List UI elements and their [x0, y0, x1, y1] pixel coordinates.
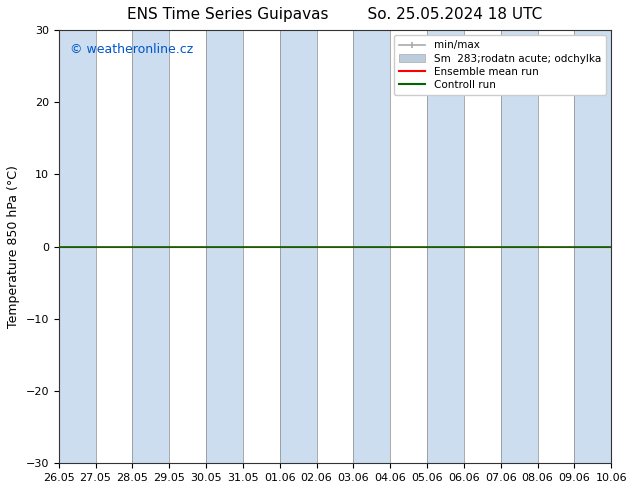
- Bar: [243, 30, 280, 464]
- Bar: [464, 30, 501, 464]
- Y-axis label: Temperature 850 hPa (°C): Temperature 850 hPa (°C): [7, 165, 20, 328]
- Text: © weatheronline.cz: © weatheronline.cz: [70, 43, 193, 56]
- Bar: [169, 30, 206, 464]
- Bar: [96, 30, 133, 464]
- Bar: [391, 30, 427, 464]
- Title: ENS Time Series Guipavas        So. 25.05.2024 18 UTC: ENS Time Series Guipavas So. 25.05.2024 …: [127, 7, 543, 22]
- Legend: min/max, Sm  283;rodatn acute; odchylka, Ensemble mean run, Controll run: min/max, Sm 283;rodatn acute; odchylka, …: [394, 35, 606, 95]
- Bar: [316, 30, 353, 464]
- Bar: [538, 30, 574, 464]
